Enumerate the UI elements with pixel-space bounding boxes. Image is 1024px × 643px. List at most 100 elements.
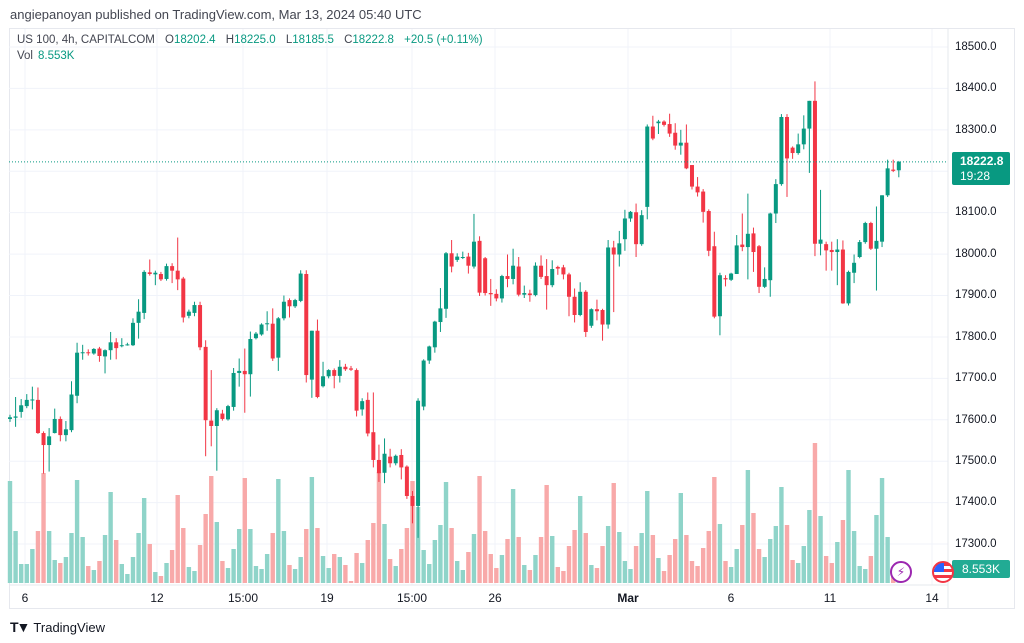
volume-bar <box>371 523 376 583</box>
volume-bar <box>18 564 24 583</box>
volume-bar <box>572 530 577 583</box>
candle-body <box>874 240 879 249</box>
volume-bar <box>158 576 164 583</box>
candle-body <box>550 269 555 286</box>
volume-bar <box>7 481 13 583</box>
candle-body <box>220 413 225 419</box>
volume-bar <box>600 546 605 583</box>
price-tick: 17900.0 <box>955 289 997 301</box>
candle-body <box>801 128 806 145</box>
volume-bar <box>343 565 348 583</box>
candle-body <box>449 253 454 267</box>
candle-body <box>399 454 404 468</box>
candle-body <box>533 265 538 296</box>
volume-bar <box>594 568 600 583</box>
volume-bars <box>7 443 902 583</box>
volume-bar <box>773 526 779 583</box>
candle-body <box>86 352 91 354</box>
volume-bar <box>650 535 656 583</box>
candle-body <box>857 242 862 257</box>
volume-bar <box>125 574 130 583</box>
candle-body <box>762 278 767 287</box>
volume-bar <box>114 540 119 583</box>
candle-body <box>24 399 29 407</box>
volume-bar <box>404 528 410 583</box>
volume-bar <box>538 537 544 583</box>
candle-body <box>321 376 326 387</box>
volume-bar <box>432 540 438 583</box>
candle-body <box>689 165 694 187</box>
lightning-icon[interactable]: ⚡︎ <box>890 561 912 583</box>
candle-body <box>662 121 667 125</box>
volume-bar <box>768 539 773 583</box>
symbol-title[interactable]: US 100, 4h, CAPITALCOM <box>17 34 155 46</box>
volume-bar <box>583 533 588 583</box>
volume-bar <box>276 479 281 583</box>
high-label: H <box>225 34 235 46</box>
volume-bar <box>97 561 102 583</box>
candle-body <box>332 370 337 376</box>
volume-bar <box>857 566 862 583</box>
candle-body <box>125 344 130 346</box>
volume-bar <box>35 531 41 583</box>
volume-bar <box>13 531 18 583</box>
volume-bar <box>790 560 795 583</box>
candle-body <box>505 276 510 279</box>
time-tick: 6 <box>727 591 735 605</box>
candle-body <box>130 322 135 346</box>
candle-body <box>91 348 96 354</box>
volume-bar <box>678 493 683 583</box>
volume-bar <box>315 528 320 583</box>
volume-bar <box>661 571 667 583</box>
candle-body <box>421 360 426 407</box>
candle-body <box>790 147 795 154</box>
volume-bar <box>466 552 471 583</box>
tradingview-logo[interactable]: T▼ TradingView <box>10 619 105 635</box>
time-tick: 11 <box>823 591 837 605</box>
volume-bar <box>555 567 561 583</box>
volume-bar <box>455 561 460 583</box>
volume-bar <box>91 570 97 583</box>
candle-body <box>656 121 661 124</box>
candle-body <box>812 100 817 244</box>
ohlc-legend: US 100, 4h, CAPITALCOM O18202.4 H18225.0… <box>17 34 483 46</box>
volume-bar <box>415 507 421 583</box>
volume-bar <box>684 535 689 583</box>
candle-body <box>650 126 655 139</box>
candle-body <box>103 350 108 357</box>
volume-bar <box>270 533 275 583</box>
us-flag-icon[interactable] <box>932 561 954 583</box>
volume-bar <box>577 496 583 583</box>
candle-body <box>455 256 460 260</box>
candle-body <box>773 184 778 214</box>
candle-body <box>153 272 158 275</box>
volume-label: Vol <box>17 50 33 62</box>
candle-body <box>242 370 247 375</box>
time-tick: 26 <box>488 591 502 605</box>
candle-body <box>427 346 432 361</box>
volume-bar <box>885 537 890 583</box>
candle-body <box>494 293 499 299</box>
candle-body <box>667 124 672 134</box>
time-tick: 15:00 <box>396 591 428 605</box>
candle-body <box>466 256 471 266</box>
time-tick: 6 <box>21 591 29 605</box>
volume-bar <box>795 563 801 583</box>
candle-body <box>170 266 175 271</box>
volume-bar <box>639 533 644 583</box>
volume-bar <box>281 531 287 583</box>
volume-bar <box>80 537 85 583</box>
volume-bar <box>840 520 846 583</box>
price-tick: 18100.0 <box>955 206 997 218</box>
candle-body <box>578 291 583 315</box>
volume-bar <box>382 524 387 583</box>
candle-body <box>198 305 203 348</box>
candle-body <box>75 352 80 396</box>
volume-bar <box>550 536 555 583</box>
volume-bar <box>879 478 885 583</box>
volume-bar <box>292 569 298 583</box>
candle-body <box>382 453 387 473</box>
volume-bar <box>868 556 874 583</box>
volume-bar <box>874 515 879 583</box>
